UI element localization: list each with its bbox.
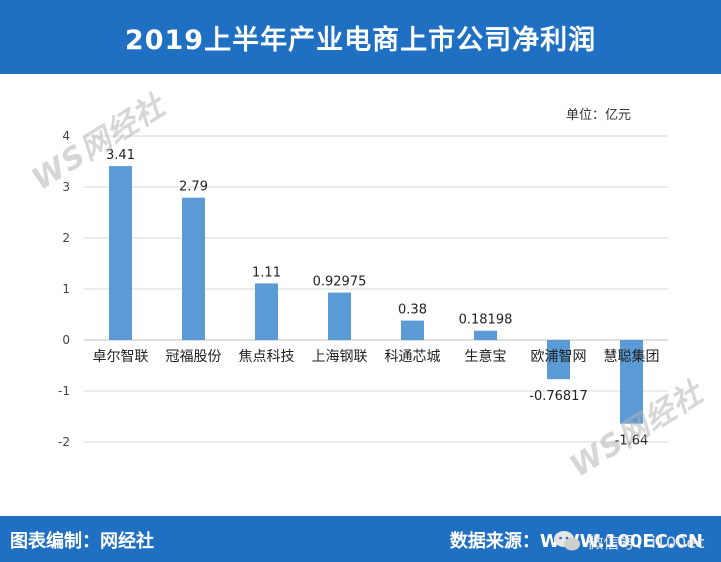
data-label: 0.38 [398,303,427,318]
bar [401,320,424,340]
category-label: 慧聪集团 [604,348,660,365]
category-label: 焦点科技 [239,349,295,365]
category-label: 上海钢联 [312,349,368,365]
y-tick-label: 0 [62,333,70,347]
data-label: -0.76817 [529,389,587,404]
category-label: 科通芯城 [385,349,441,365]
data-label: 2.79 [179,180,208,195]
bar [255,283,278,340]
chart-title-bar: 2019上半年产业电商上市公司净利润 [0,0,721,74]
wechat-watermark: 微信号：i100ec [553,529,705,553]
y-tick-label: 4 [62,129,70,143]
bar [182,197,205,340]
bar [328,292,351,340]
bar [620,340,643,424]
y-tick-label: -2 [58,435,70,449]
footer-credit: 图表编制：网经社 [10,531,154,552]
data-label: 3.41 [106,148,135,163]
category-label: 欧浦智网 [531,349,587,365]
y-tick-label: 2 [62,231,70,245]
bar [109,166,132,340]
category-label: 卓尔智联 [93,349,149,365]
data-label: -1.64 [615,434,649,449]
data-label: 0.18198 [459,313,513,328]
unit-label: 单位：亿元 [565,108,631,123]
data-label: 1.11 [252,265,281,280]
wechat-id: 微信号：i100ec [587,533,705,552]
y-tick-label: 1 [62,282,70,296]
bar [474,330,497,340]
chart-title: 2019上半年产业电商上市公司净利润 [124,24,597,56]
category-label: 生意宝 [465,348,507,365]
data-label: 0.92975 [313,275,367,290]
category-label: 冠福股份 [166,349,222,365]
y-tick-label: -1 [58,384,70,398]
y-tick-label: 3 [62,180,70,194]
wechat-icon [554,531,581,551]
bar [547,340,570,380]
